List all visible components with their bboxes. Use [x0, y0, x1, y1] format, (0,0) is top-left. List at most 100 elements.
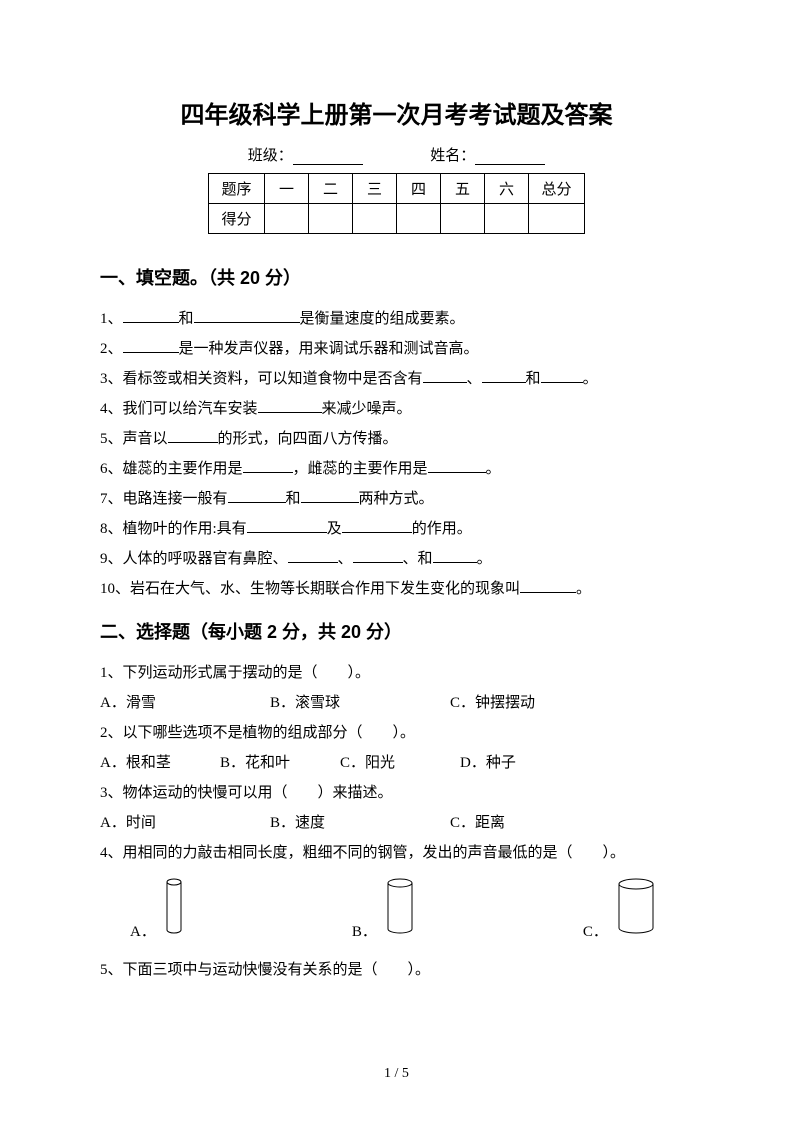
- cylinder-holder: [166, 878, 182, 941]
- score-cell[interactable]: [529, 204, 585, 234]
- question-text: 来减少噪声。: [322, 401, 412, 417]
- question-text: 、和: [403, 551, 433, 567]
- mc-option[interactable]: A．根和茎: [100, 748, 220, 778]
- score-cell[interactable]: [485, 204, 529, 234]
- fill-blank-item: 5、声音以 的形式，向四面八方传播。: [100, 424, 693, 454]
- question-text: 的作用。: [412, 521, 472, 537]
- mc-option[interactable]: C．: [583, 878, 654, 941]
- answer-blank[interactable]: [428, 458, 486, 473]
- answer-blank[interactable]: [194, 308, 250, 323]
- question-number: 3、: [100, 371, 123, 387]
- th-4: 四: [397, 174, 441, 204]
- th-2: 二: [309, 174, 353, 204]
- fill-blank-questions: 1、和是衡量速度的组成要素。2、是一种发声仪器，用来调试乐器和测试音高。3、看标…: [100, 304, 693, 604]
- section-1-heading: 一、填空题。（共 20 分）: [100, 264, 693, 290]
- fill-blank-item: 3、看标签或相关资料，可以知道食物中是否含有、和。: [100, 364, 693, 394]
- section-2-heading: 二、选择题（每小题 2 分，共 20 分）: [100, 618, 693, 644]
- mc-option[interactable]: A．时间: [100, 808, 270, 838]
- mc-option[interactable]: A．: [130, 878, 182, 941]
- answer-blank[interactable]: [482, 368, 526, 383]
- answer-blank[interactable]: [247, 518, 327, 533]
- cylinder-icon: [618, 878, 654, 936]
- option-label: A．: [130, 920, 156, 941]
- th-seq: 题序: [209, 174, 265, 204]
- score-cell[interactable]: [265, 204, 309, 234]
- mc-option[interactable]: B．花和叶: [220, 748, 340, 778]
- mc-option[interactable]: D．种子: [460, 748, 560, 778]
- question-text: 是一种发声仪器，用来调试乐器和测试音高。: [179, 341, 479, 357]
- question-text: ，雌蕊的主要作用是: [293, 461, 428, 477]
- answer-blank[interactable]: [243, 458, 293, 473]
- fill-blank-item: 6、雄蕊的主要作用是 ，雌蕊的主要作用是 。: [100, 454, 693, 484]
- fill-blank-item: 9、人体的呼吸器官有鼻腔、、、和。: [100, 544, 693, 574]
- td-score-label: 得分: [209, 204, 265, 234]
- name-label: 姓名：: [430, 148, 475, 164]
- mc-option[interactable]: C．钟摆摆动: [450, 688, 600, 718]
- class-blank[interactable]: [293, 149, 363, 165]
- cylinder-icon: [166, 878, 182, 936]
- mc-q2-options: A．根和茎 B．花和叶 C．阳光 D．种子: [100, 748, 693, 778]
- table-row: 得分: [209, 204, 585, 234]
- fill-blank-item: 4、我们可以给汽车安装 来减少噪声。: [100, 394, 693, 424]
- fill-blank-item: 2、是一种发声仪器，用来调试乐器和测试音高。: [100, 334, 693, 364]
- question-number: 9、: [100, 551, 123, 567]
- question-text: 是衡量速度的组成要素。: [300, 311, 465, 327]
- answer-blank[interactable]: [342, 518, 412, 533]
- score-cell[interactable]: [353, 204, 397, 234]
- page-number: 1 / 5: [0, 1066, 793, 1082]
- answer-blank[interactable]: [168, 428, 218, 443]
- mc-q1-stem: 1、下列运动形式属于摆动的是（ ）。: [100, 658, 693, 688]
- question-text: 及: [327, 521, 342, 537]
- question-text: 岩石在大气、水、生物等长期联合作用下发生变化的现象叫: [130, 581, 520, 597]
- score-cell[interactable]: [397, 204, 441, 234]
- answer-blank[interactable]: [288, 548, 338, 563]
- mc-option[interactable]: C．距离: [450, 808, 600, 838]
- mc-q1-options: A．滑雪 B．滚雪球 C．钟摆摆动: [100, 688, 693, 718]
- question-text: 声音以: [123, 431, 168, 447]
- mc-option[interactable]: A．滑雪: [100, 688, 270, 718]
- th-3: 三: [353, 174, 397, 204]
- question-text: 雄蕊的主要作用是: [123, 461, 243, 477]
- score-cell[interactable]: [309, 204, 353, 234]
- question-text: 我们可以给汽车安装: [123, 401, 258, 417]
- answer-blank[interactable]: [123, 338, 179, 353]
- th-6: 六: [485, 174, 529, 204]
- name-blank[interactable]: [475, 149, 545, 165]
- mc-q3-stem: 3、物体运动的快慢可以用（ ）来描述。: [100, 778, 693, 808]
- question-text: 和: [179, 311, 194, 327]
- question-number: 4、: [100, 401, 123, 417]
- answer-blank[interactable]: [433, 548, 477, 563]
- answer-blank[interactable]: [228, 488, 286, 503]
- cylinder-icon: [387, 878, 413, 936]
- mc-q4-options: A． B． C．: [100, 878, 693, 941]
- cylinder-holder: [387, 878, 413, 941]
- mc-option[interactable]: B．速度: [270, 808, 450, 838]
- question-text: 。: [477, 551, 492, 567]
- question-text: 两种方式。: [359, 491, 434, 507]
- answer-blank[interactable]: [423, 368, 467, 383]
- mc-q3-options: A．时间 B．速度 C．距离: [100, 808, 693, 838]
- question-number: 8、: [100, 521, 123, 537]
- question-number: 7、: [100, 491, 123, 507]
- answer-blank[interactable]: [520, 578, 576, 593]
- question-number: 5、: [100, 431, 123, 447]
- question-text: 和: [286, 491, 301, 507]
- answer-blank[interactable]: [250, 308, 300, 323]
- question-text: 、: [467, 371, 482, 387]
- score-cell[interactable]: [441, 204, 485, 234]
- mc-option[interactable]: B．: [352, 878, 413, 941]
- answer-blank[interactable]: [541, 368, 583, 383]
- mc-option[interactable]: B．滚雪球: [270, 688, 450, 718]
- answer-blank[interactable]: [123, 308, 179, 323]
- question-number: 6、: [100, 461, 123, 477]
- mc-option[interactable]: C．阳光: [340, 748, 460, 778]
- answer-blank[interactable]: [301, 488, 359, 503]
- table-row: 题序 一 二 三 四 五 六 总分: [209, 174, 585, 204]
- question-text: 。: [486, 461, 501, 477]
- mc-q2-stem: 2、以下哪些选项不是植物的组成部分（ ）。: [100, 718, 693, 748]
- answer-blank[interactable]: [353, 548, 403, 563]
- question-text: 的形式，向四面八方传播。: [218, 431, 398, 447]
- answer-blank[interactable]: [258, 398, 322, 413]
- question-text: 电路连接一般有: [123, 491, 228, 507]
- student-info-row: 班级： 姓名：: [100, 144, 693, 165]
